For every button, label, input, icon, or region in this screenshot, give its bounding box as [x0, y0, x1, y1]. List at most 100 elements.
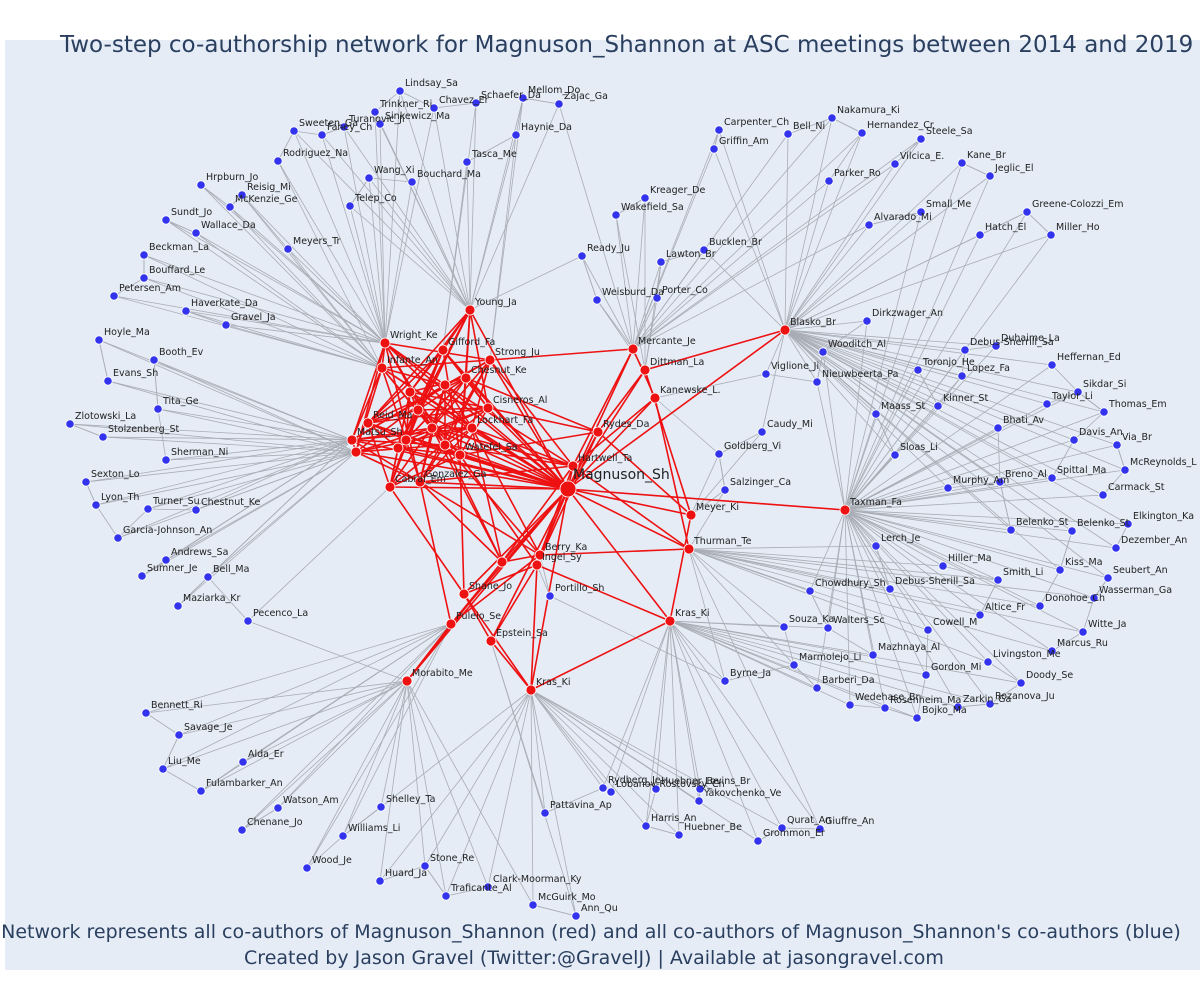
node-Belenko_St_2[interactable]	[1067, 526, 1077, 536]
node-Huard_Ja[interactable]	[375, 876, 385, 886]
node-Lawton_Br[interactable]	[656, 257, 666, 267]
node-Rydberg_Je[interactable]	[598, 783, 608, 793]
node-Vilcica_E.[interactable]	[890, 159, 900, 169]
node-Wedehase_Br[interactable]	[845, 700, 855, 710]
node-Wakefield_Sa[interactable]	[611, 210, 621, 220]
node-Weisburd_Da[interactable]	[592, 295, 602, 305]
node-Miller_Jo[interactable]	[439, 439, 451, 451]
node-Strong_Ju[interactable]	[484, 354, 496, 366]
node-Pattavina_Ap[interactable]	[540, 808, 550, 818]
node-Caudy_Mi[interactable]	[757, 427, 767, 437]
node-Kras_Ki_2[interactable]	[525, 684, 537, 696]
node-Infante_An[interactable]	[376, 362, 388, 374]
node-Alvarado_Mi[interactable]	[864, 220, 874, 230]
node-Rydes_Da[interactable]	[592, 426, 604, 438]
node-Turner_Su[interactable]	[143, 504, 153, 514]
node-Andrews_Sa[interactable]	[161, 555, 171, 565]
node-Fahey_Ch[interactable]	[317, 130, 327, 140]
node-Haynie_Da[interactable]	[511, 130, 521, 140]
node-Ann_Qu[interactable]	[571, 911, 581, 921]
node-Davis_An[interactable]	[1069, 435, 1079, 445]
node-Lobanov-Rostovsky_Ch[interactable]	[606, 787, 616, 797]
node-Stolzenberg_St[interactable]	[98, 432, 108, 442]
node-Cabral_Em[interactable]	[384, 481, 396, 493]
node-Schaefer_Da[interactable]	[471, 98, 481, 108]
node-Murphy_Am[interactable]	[943, 483, 953, 493]
node-Trinkner_Ri[interactable]	[370, 107, 380, 117]
node-Smith_Ma[interactable]	[400, 434, 412, 446]
node-Gonzalez_Ga[interactable]	[414, 476, 426, 488]
node-Parker_Ro[interactable]	[824, 176, 834, 186]
node-Meyers_Tr[interactable]	[283, 244, 293, 254]
node-Walters_Sc[interactable]	[823, 623, 833, 633]
node-Bennett_Ri[interactable]	[141, 708, 151, 718]
node-Mercante_Je[interactable]	[627, 343, 639, 355]
node-Young_Ja[interactable]	[464, 304, 476, 316]
node-Marcus_Ru[interactable]	[1047, 646, 1057, 656]
node-Watson_Am[interactable]	[273, 803, 283, 813]
node-Altice_Fr[interactable]	[975, 610, 985, 620]
node-Beckman_La[interactable]	[139, 250, 149, 260]
node-Gravel_Ja[interactable]	[221, 320, 231, 330]
node-Hoyle_Ma[interactable]	[94, 335, 104, 345]
node-Clark-Moorman_Ky[interactable]	[483, 882, 493, 892]
node-Gifford_Fa[interactable]	[437, 344, 449, 356]
node-Harris_An[interactable]	[641, 821, 651, 831]
node-Hartwell_Ta[interactable]	[567, 460, 579, 472]
node-Dirkzwager_An[interactable]	[862, 316, 872, 326]
node-Byrne_Ja[interactable]	[720, 676, 730, 686]
node-Wooditch_Al[interactable]	[818, 347, 828, 357]
node-Shelley_Ta[interactable]	[376, 802, 386, 812]
node-Booth_Ev[interactable]	[149, 355, 159, 365]
node-Bell_Ma[interactable]	[203, 572, 213, 582]
node-Giuffre_An[interactable]	[815, 824, 825, 834]
node-Taxman_Fa[interactable]	[839, 504, 851, 516]
node-Maass_St[interactable]	[871, 409, 881, 419]
node-Hatch_El[interactable]	[975, 230, 985, 240]
node-Via_Br[interactable]	[1112, 440, 1122, 450]
node-Matsu_Sh[interactable]	[346, 434, 358, 446]
node-Kras_Ki_1[interactable]	[664, 615, 676, 627]
node-Belenko_St_1[interactable]	[1006, 525, 1016, 535]
node-Telep_Co[interactable]	[345, 201, 355, 211]
node-Sinkewicz_Ma[interactable]	[375, 119, 385, 129]
node-Williams_Li[interactable]	[338, 831, 348, 841]
node-Lopez_Fa[interactable]	[957, 371, 967, 381]
node-Kanewske_L.[interactable]	[649, 392, 661, 404]
node-Duhaime_La[interactable]	[991, 341, 1001, 351]
node-Kiss_Ma[interactable]	[1055, 565, 1065, 575]
node-Sumner_Je[interactable]	[137, 571, 147, 581]
node-Smith_Li[interactable]	[993, 575, 1003, 585]
node-McReynolds_L[interactable]	[1120, 465, 1130, 475]
node-Witte_Ja[interactable]	[1078, 627, 1088, 637]
node-Sweeten_Ga[interactable]	[289, 126, 299, 136]
node-Chavez_Er[interactable]	[429, 103, 439, 113]
node-Wasserman_Ga[interactable]	[1089, 593, 1099, 603]
node-Cowell_M[interactable]	[923, 625, 933, 635]
node-Lyon_Th[interactable]	[91, 500, 101, 510]
node-Pecenco_La[interactable]	[243, 616, 253, 626]
node-Puleio_Se[interactable]	[445, 618, 457, 630]
node-Tanner_Ke[interactable]	[496, 556, 508, 568]
node-Miller_Ho[interactable]	[1046, 230, 1056, 240]
node-Shane_Jo[interactable]	[458, 588, 470, 600]
node-Haverkate_Da[interactable]	[181, 306, 191, 316]
node-Evans_Sh[interactable]	[103, 376, 113, 386]
node-Meyer_Ki[interactable]	[685, 509, 697, 521]
node-Morabito_Me[interactable]	[401, 675, 413, 687]
node-Toronjo_He[interactable]	[913, 365, 923, 375]
node-Debus-Sherill_Sa_2[interactable]	[885, 584, 895, 594]
node-Berry_Ka[interactable]	[534, 549, 546, 561]
node-Viglione_Ji[interactable]	[761, 369, 771, 379]
node-Seubert_An[interactable]	[1103, 573, 1113, 583]
node-Sanchez_Ju[interactable]	[404, 386, 416, 398]
node-Carmack_St[interactable]	[1098, 490, 1108, 500]
node-Taylor_Li[interactable]	[1042, 399, 1052, 409]
node-Chowdhury_Sh[interactable]	[805, 586, 815, 596]
node-Salzinger_Ca[interactable]	[720, 485, 730, 495]
node-McGuirk_Mo[interactable]	[528, 900, 538, 910]
node-Ready_Ju[interactable]	[577, 251, 587, 261]
node-Reid_Ma[interactable]	[362, 417, 374, 429]
node-Maziarka_Kr[interactable]	[173, 601, 183, 611]
node-Sexton_Lo[interactable]	[81, 477, 91, 487]
